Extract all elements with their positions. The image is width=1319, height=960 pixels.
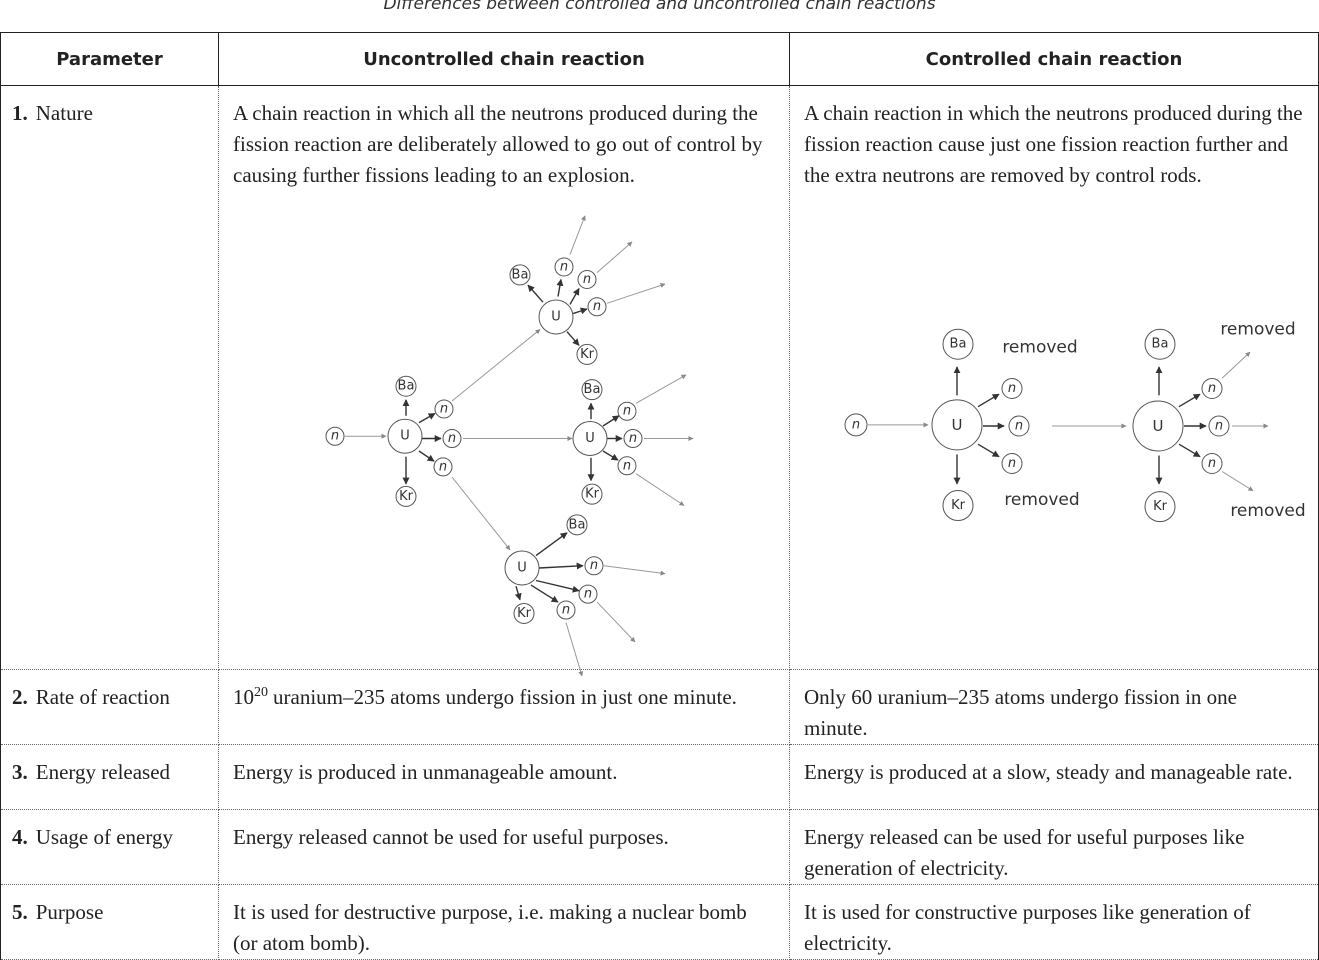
uncontrolled-text: uranium–235 atoms undergo fission in jus… (273, 685, 737, 709)
table-row: 4. Usage of energy Energy released cannot … (0, 809, 1319, 885)
controlled-cell: A chain reaction in which the neutrons p… (789, 85, 1319, 670)
table-row: 1. Nature A chain reaction in which all th… (0, 85, 1319, 670)
row-number: 3. (12, 760, 28, 784)
uncontrolled-text: It is used for destructive purpose, i.e.… (233, 900, 747, 955)
controlled-cell: Energy released can be used for useful p… (789, 809, 1319, 885)
parameter-cell: 4. Usage of energy (0, 809, 219, 885)
parameter: Rate of reaction (35, 685, 170, 709)
controlled-text: A chain reaction in which the neutrons p… (804, 101, 1303, 187)
parameter: Usage of energy (35, 825, 173, 849)
row-number: 1. (12, 101, 28, 125)
table-row: 5. Purpose It is used for destructive purp… (0, 884, 1319, 960)
uncontrolled-cell: Energy is produced in unmanageable amoun… (218, 744, 790, 810)
table-row: 2. Rate of reaction 1020 uranium–235 atoms … (0, 669, 1319, 745)
power-exponent: 20 (254, 685, 268, 700)
header-cell: Controlled chain reaction (789, 32, 1319, 86)
parameter-cell: 3. Energy released (0, 744, 219, 810)
parameter: Purpose (35, 900, 104, 924)
controlled-text: Energy is produced at a slow, steady and… (804, 760, 1293, 784)
controlled-text: It is used for constructive purposes lik… (804, 900, 1251, 955)
row-number: 4. (12, 825, 28, 849)
parameter-cell: 1. Nature (0, 85, 219, 670)
uncontrolled-cell: It is used for destructive purpose, i.e.… (218, 884, 790, 960)
uncontrolled-cell: 1020 uranium–235 atoms undergo fission in… (218, 669, 790, 745)
parameter: Nature (35, 101, 93, 125)
power-base: 10 (233, 685, 254, 709)
controlled-text: Energy released can be used for useful p… (804, 825, 1245, 880)
caption: Differences between controlled and uncon… (383, 0, 936, 14)
header-cell: Parameter (0, 32, 219, 86)
row-number: 2. (12, 685, 28, 709)
uncontrolled-text: Energy released cannot be used for usefu… (233, 825, 669, 849)
controlled-text: Only 60 uranium–235 atoms undergo fissio… (804, 685, 1237, 740)
table-row: 3. Energy released Energy is produced in u… (0, 744, 1319, 810)
controlled-cell: Energy is produced at a slow, steady and… (789, 744, 1319, 810)
parameter-cell: 2. Rate of reaction (0, 669, 219, 745)
parameter-cell: 5. Purpose (0, 884, 219, 960)
header-row: Parameter Uncontrolled chain reaction Co… (0, 32, 1319, 86)
uncontrolled-cell: Energy released cannot be used for usefu… (218, 809, 790, 885)
uncontrolled-text: A chain reaction in which all the neutro… (233, 101, 763, 187)
row-number: 5. (12, 900, 28, 924)
header-cell: Uncontrolled chain reaction (218, 32, 790, 86)
controlled-cell: It is used for constructive purposes lik… (789, 884, 1319, 960)
uncontrolled-cell: A chain reaction in which all the neutro… (218, 85, 790, 670)
uncontrolled-text: Energy is produced in unmanageable amoun… (233, 760, 618, 784)
parameter: Energy released (35, 760, 171, 784)
comparison-table: Parameter Uncontrolled chain reaction Co… (0, 32, 1319, 960)
controlled-cell: Only 60 uranium–235 atoms undergo fissio… (789, 669, 1319, 745)
